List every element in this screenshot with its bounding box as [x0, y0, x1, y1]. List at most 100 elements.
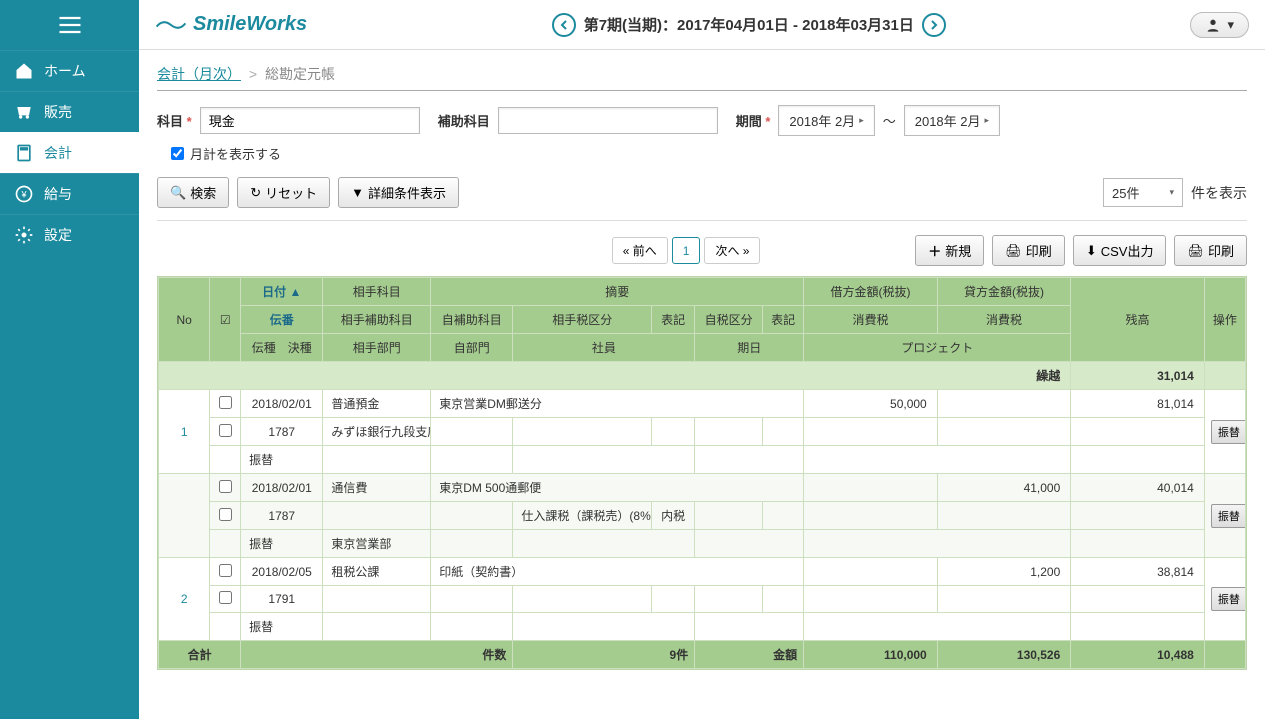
csv-button[interactable]: ⬇CSV出力 [1073, 235, 1167, 266]
row-acct: 租税公課 [323, 558, 431, 586]
th-self-tax: 自税区分 [695, 306, 763, 334]
chevron-right-icon [929, 20, 939, 30]
account-input[interactable] [200, 107, 420, 134]
th-staff: 社員 [513, 334, 695, 362]
pager: « 前へ 1 次へ » [612, 237, 761, 264]
row-note1 [652, 586, 695, 613]
breadcrumb-parent[interactable]: 会計（月次） [157, 66, 241, 82]
row-checkbox[interactable] [219, 591, 232, 604]
th-self-dept: 自部門 [431, 334, 513, 362]
hamburger-menu[interactable] [0, 0, 139, 50]
dropdown-caret-icon: ▾ [1227, 17, 1234, 33]
th-no: No [159, 278, 210, 362]
row-debit: 50,000 [804, 390, 938, 418]
transfer-button[interactable]: 振替 [1211, 420, 1246, 444]
th-slip-no[interactable]: 伝番 [241, 306, 323, 334]
th-due: 期日 [695, 334, 804, 362]
table-row: 22018/02/05租税公課印紙（契約書）1,20038,814振替 [159, 558, 1246, 586]
tilde: 〜 [883, 111, 896, 130]
search-button[interactable]: 🔍検索 [157, 177, 229, 208]
table-row: 2018/02/01通信費東京DM 500通郵便41,00040,014振替 [159, 474, 1246, 502]
th-debit: 借方金額(税抜) [804, 278, 938, 306]
download-icon: ⬇ [1086, 243, 1097, 259]
row-checkbox[interactable] [219, 480, 232, 493]
row-opp-tax [513, 418, 652, 446]
chevron-left-icon [559, 20, 569, 30]
nav-yen[interactable]: ¥ 給与 [0, 173, 139, 214]
total-credit: 130,526 [937, 641, 1071, 669]
yen-icon: ¥ [14, 184, 34, 204]
row-opp-tax: 仕入課税（課税売）(8%) [513, 502, 652, 530]
transfer-button[interactable]: 振替 [1211, 587, 1246, 611]
total-count: 9件 [513, 641, 695, 669]
row-debit [804, 474, 938, 502]
period-next[interactable] [922, 13, 946, 37]
print-button[interactable]: 🖨印刷 [992, 235, 1065, 266]
total-debit: 110,000 [804, 641, 938, 669]
row-checkbox[interactable] [219, 564, 232, 577]
th-date[interactable]: 日付 ▲ [241, 278, 323, 306]
period-label: 第7期(当期)：2017年04月01日 - 2018年03月31日 [584, 14, 914, 35]
table-row: 12018/02/01普通預金東京営業DM郵送分50,00081,014振替 [159, 390, 1246, 418]
total-count-label: 件数 [241, 641, 513, 669]
new-button[interactable]: ＋新規 [915, 235, 984, 266]
print-icon: 🖨 [1005, 243, 1022, 259]
show-monthly-checkbox[interactable] [171, 147, 184, 160]
period-prev[interactable] [552, 13, 576, 37]
nav-label: 給与 [44, 184, 72, 204]
th-note1: 表記 [652, 306, 695, 334]
nav-gear[interactable]: 設定 [0, 214, 139, 255]
nav-label: ホーム [44, 61, 86, 81]
th-op: 操作 [1204, 278, 1245, 362]
row-checkbox[interactable] [219, 396, 232, 409]
show-monthly-label: 月計を表示する [190, 144, 281, 163]
table-row-sub: 1787仕入課税（課税売）(8%)内税 [159, 502, 1246, 530]
pager-prev[interactable]: « 前へ [612, 237, 668, 264]
th-chk[interactable]: ☑ [210, 278, 241, 362]
period-to[interactable]: 2018年 2月▸ [904, 105, 1000, 136]
reset-icon: ↻ [250, 185, 261, 201]
pager-1[interactable]: 1 [672, 237, 701, 264]
th-project: プロジェクト [804, 334, 1071, 362]
row-acct: 通信費 [323, 474, 431, 502]
row-summary: 東京DM 500通郵便 [431, 474, 804, 502]
hamburger-icon [56, 11, 84, 39]
cart-icon [14, 102, 34, 122]
period-selector: 第7期(当期)：2017年04月01日 - 2018年03月31日 [319, 13, 1178, 37]
breadcrumb: 会計（月次） > 総勘定元帳 [157, 64, 1247, 91]
user-icon [1205, 17, 1221, 33]
row-balance: 81,014 [1071, 390, 1205, 418]
carry-balance: 31,014 [1071, 362, 1205, 390]
logo[interactable]: SmileWorks [155, 13, 307, 36]
transfer-button[interactable]: 振替 [1211, 504, 1246, 528]
row-opp-dept [323, 446, 431, 474]
row-sub [323, 502, 431, 530]
th-credit-tax: 消費税 [937, 306, 1071, 334]
row-opp-tax [513, 586, 652, 613]
sub-account-input[interactable] [498, 107, 718, 134]
th-opp-acct: 相手科目 [323, 278, 431, 306]
topbar: SmileWorks 第7期(当期)：2017年04月01日 - 2018年03… [139, 0, 1265, 50]
row-date: 2018/02/05 [241, 558, 323, 586]
nav-home[interactable]: ホーム [0, 50, 139, 91]
row-checkbox[interactable] [219, 508, 232, 521]
table-row-sub: 1787みずほ銀行九段支店 [159, 418, 1246, 446]
row-credit: 1,200 [937, 558, 1071, 586]
nav-cart[interactable]: 販売 [0, 91, 139, 132]
th-summary: 摘要 [431, 278, 804, 306]
row-checkbox[interactable] [219, 424, 232, 437]
search-icon: 🔍 [170, 185, 186, 201]
total-label: 合計 [159, 641, 241, 669]
detail-button[interactable]: ▼詳細条件表示 [338, 177, 459, 208]
pager-next[interactable]: 次へ » [704, 237, 760, 264]
print2-button[interactable]: 🖨印刷 [1174, 235, 1247, 266]
print-icon: 🖨 [1187, 243, 1204, 259]
period-from[interactable]: 2018年 2月▸ [778, 105, 874, 136]
th-debit-tax: 消費税 [804, 306, 938, 334]
page-size-select[interactable]: 25件▾ [1103, 178, 1183, 207]
row-opp-dept [323, 613, 431, 641]
nav-label: 販売 [44, 102, 72, 122]
nav-calc[interactable]: 会計 [0, 132, 139, 173]
user-menu[interactable]: ▾ [1190, 12, 1249, 38]
reset-button[interactable]: ↻リセット [237, 177, 330, 208]
